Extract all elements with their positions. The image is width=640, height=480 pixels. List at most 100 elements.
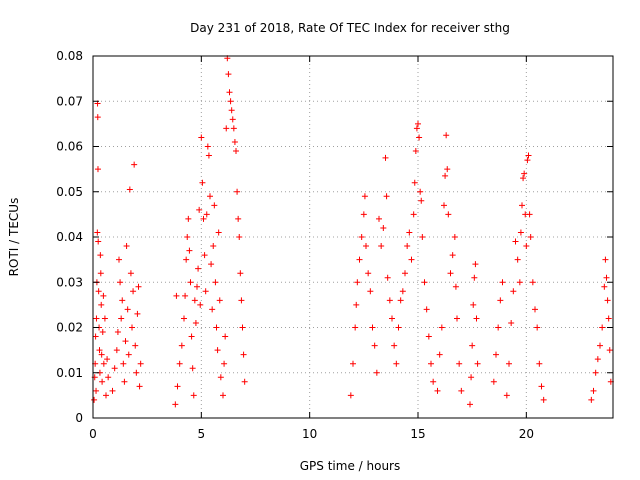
data-point: [538, 383, 545, 390]
data-point: [122, 338, 129, 345]
data-point: [211, 202, 218, 209]
data-point: [438, 324, 445, 331]
data-point: [508, 319, 515, 326]
data-point: [123, 243, 130, 250]
data-point: [371, 342, 378, 349]
data-point: [497, 297, 504, 304]
data-point: [425, 333, 432, 340]
data-point: [225, 71, 232, 78]
data-point: [389, 315, 395, 322]
y-tick-label: 0.01: [56, 366, 83, 380]
data-point: [131, 161, 138, 168]
data-point: [520, 175, 527, 182]
data-point: [454, 315, 460, 322]
data-point: [191, 297, 198, 304]
data-point: [208, 261, 215, 268]
data-point: [363, 243, 369, 250]
data-point: [133, 369, 140, 376]
data-point: [109, 387, 116, 394]
data-point: [238, 297, 245, 304]
data-point: [103, 392, 109, 399]
data-point: [467, 401, 473, 408]
data-point: [416, 134, 423, 141]
data-point: [197, 301, 204, 308]
data-point: [236, 234, 243, 240]
data-point: [529, 279, 536, 286]
data-point: [540, 396, 547, 403]
data-point: [135, 283, 142, 290]
data-point: [421, 279, 428, 286]
data-point: [176, 360, 183, 367]
data-point: [96, 347, 103, 354]
data-point: [93, 315, 100, 322]
data-point: [393, 360, 400, 367]
data-point: [229, 116, 236, 123]
data-point: [490, 378, 497, 385]
data-point: [174, 383, 181, 390]
data-point: [111, 365, 118, 372]
data-point: [419, 234, 426, 240]
data-point: [126, 186, 133, 193]
data-point: [100, 360, 107, 367]
data-point: [417, 188, 424, 195]
data-point: [443, 132, 450, 139]
data-point: [95, 288, 102, 295]
data-point: [178, 342, 185, 349]
data-point: [235, 215, 242, 222]
data-point: [137, 360, 144, 367]
data-point: [228, 107, 235, 114]
x-tick-label: 0: [89, 427, 97, 441]
data-point: [367, 288, 374, 295]
data-point: [186, 247, 193, 254]
data-point: [382, 154, 389, 161]
data-point: [94, 114, 101, 121]
data-point: [369, 324, 376, 331]
data-point: [226, 89, 233, 96]
data-point: [239, 324, 246, 331]
data-point: [240, 351, 247, 358]
data-point: [590, 387, 597, 394]
data-point: [436, 351, 443, 358]
data-point: [350, 360, 356, 367]
data-point: [441, 202, 447, 209]
data-point: [605, 315, 612, 322]
data-point: [99, 329, 106, 336]
data-point: [184, 234, 191, 240]
data-point: [98, 301, 105, 308]
data-point: [601, 283, 608, 290]
data-point: [91, 396, 98, 403]
data-point: [203, 211, 210, 218]
data-point: [99, 378, 106, 385]
data-point: [527, 234, 534, 240]
y-tick-label: 0.08: [56, 49, 83, 63]
data-point: [117, 279, 124, 286]
data-point: [130, 288, 137, 295]
y-tick-label: 0.02: [56, 321, 83, 335]
data-point: [127, 270, 134, 277]
data-point: [234, 188, 241, 195]
data-point: [95, 238, 102, 245]
data-point: [356, 256, 363, 263]
data-point: [523, 243, 530, 250]
axis-ticks: 0 0.01 0.02 0.03 0.04 0.05 0.06 0.07 0.08 0 5 10 15 2…: [56, 49, 613, 441]
data-point: [125, 351, 132, 358]
data-point: [188, 333, 195, 340]
data-point: [603, 274, 610, 281]
data-point: [105, 374, 112, 381]
data-point: [384, 274, 391, 281]
data-point: [241, 378, 248, 385]
data-point: [365, 270, 372, 277]
data-point: [121, 378, 128, 385]
data-point: [358, 234, 365, 240]
data-point: [402, 270, 408, 277]
data-point: [172, 401, 179, 408]
data-point: [352, 324, 359, 331]
data-point: [353, 301, 360, 308]
data-point: [221, 360, 228, 367]
data-point: [493, 351, 499, 358]
data-point: [410, 211, 417, 218]
data-point: [129, 324, 135, 331]
data-point: [411, 179, 418, 186]
data-point: [114, 329, 121, 336]
data-point: [447, 270, 454, 277]
